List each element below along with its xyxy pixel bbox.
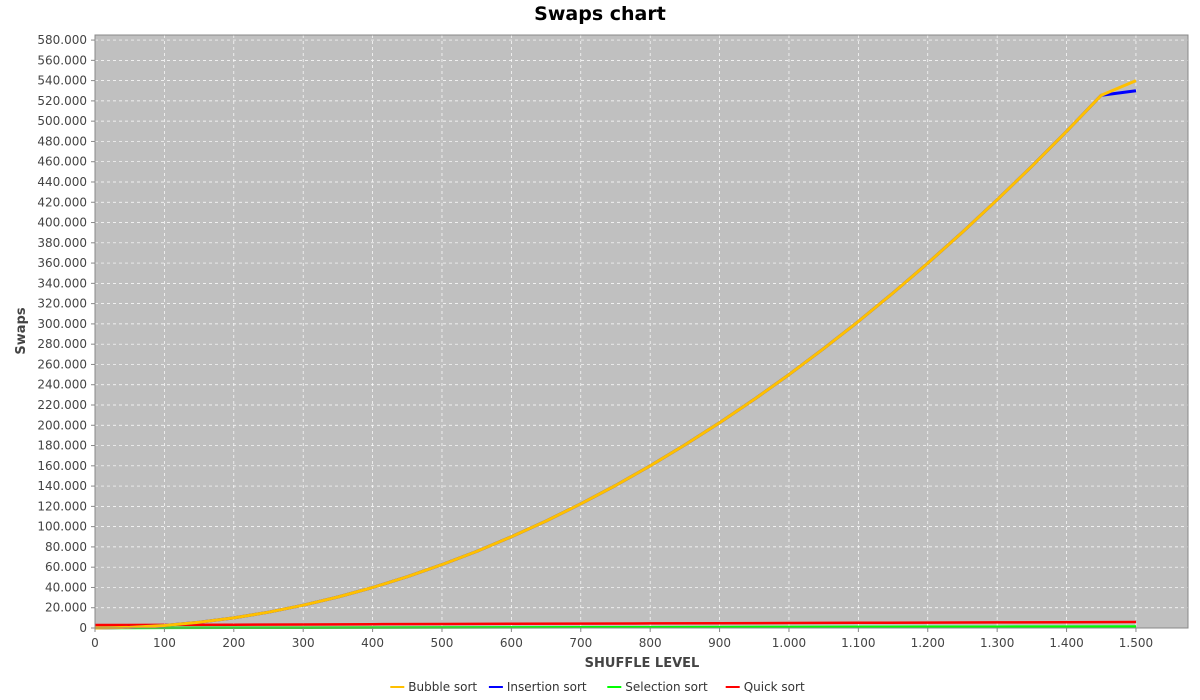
y-axis-label: Swaps — [14, 307, 29, 354]
x-axis: 0 100 200 300 400 500 600 700 800 900 1.000 1.100 1.… — [91, 628, 1153, 650]
x-tick-label: 600 — [500, 636, 523, 650]
y-tick-label: 0 — [79, 621, 87, 635]
x-axis-label: SHUFFLE LEVEL — [585, 656, 700, 671]
y-tick-label: 20.000 — [45, 601, 87, 615]
x-tick-label: 800 — [639, 636, 662, 650]
y-tick-label: 40.000 — [45, 580, 87, 594]
y-tick-label: 140.000 — [37, 479, 87, 493]
y-tick-label: 320.000 — [37, 297, 87, 311]
y-tick-label: 240.000 — [37, 378, 87, 392]
y-tick-label: 460.000 — [37, 155, 87, 169]
y-tick-label: 200.000 — [37, 418, 87, 432]
x-tick-label: 300 — [292, 636, 315, 650]
y-tick-label: 80.000 — [45, 540, 87, 554]
x-tick-label: 400 — [361, 636, 384, 650]
y-tick-label: 180.000 — [37, 439, 87, 453]
y-tick-label: 540.000 — [37, 74, 87, 88]
x-tick-label: 1.100 — [841, 636, 875, 650]
plot-border — [94, 34, 1189, 629]
y-tick-label: 220.000 — [37, 398, 87, 412]
x-tick-label: 1.200 — [911, 636, 945, 650]
y-tick-label: 500.000 — [37, 114, 87, 128]
y-tick-label: 380.000 — [37, 236, 87, 250]
legend: Bubble sort Insertion sort Selection sort Q… — [390, 680, 805, 694]
y-tick-label: 260.000 — [37, 357, 87, 371]
x-tick-label: 900 — [708, 636, 731, 650]
x-tick-label: 1.400 — [1049, 636, 1083, 650]
grid-lines — [95, 35, 1188, 628]
chart-title: Swaps chart — [534, 3, 666, 25]
y-tick-label: 340.000 — [37, 276, 87, 290]
y-tick-label: 560.000 — [37, 53, 87, 67]
y-tick-label: 60.000 — [45, 560, 87, 574]
y-tick-label: 360.000 — [37, 256, 87, 270]
x-tick-label: 700 — [569, 636, 592, 650]
y-tick-label: 280.000 — [37, 337, 87, 351]
legend-label-insertion-sort: Insertion sort — [507, 680, 587, 694]
x-tick-label: 1.300 — [980, 636, 1014, 650]
y-tick-label: 100.000 — [37, 520, 87, 534]
plot-area — [95, 35, 1188, 628]
y-tick-label: 480.000 — [37, 134, 87, 148]
y-tick-label: 440.000 — [37, 175, 87, 189]
y-tick-label: 400.000 — [37, 216, 87, 230]
bubble-sort-series-line — [94, 79, 1137, 630]
x-tick-label: 1.500 — [1119, 636, 1153, 650]
x-tick-label: 200 — [222, 636, 245, 650]
y-tick-label: 580.000 — [37, 33, 87, 47]
x-tick-label: 1.000 — [772, 636, 806, 650]
legend-label-selection-sort: Selection sort — [625, 680, 708, 694]
legend-label-quick-sort: Quick sort — [744, 680, 805, 694]
y-tick-label: 520.000 — [37, 94, 87, 108]
y-tick-label: 300.000 — [37, 317, 87, 331]
x-tick-label: 100 — [153, 636, 176, 650]
y-tick-label: 160.000 — [37, 459, 87, 473]
legend-label-bubble-sort: Bubble sort — [408, 680, 477, 694]
x-tick-label: 500 — [431, 636, 454, 650]
y-tick-label: 120.000 — [37, 499, 87, 513]
x-tick-label: 0 — [91, 636, 99, 650]
y-axis: 0 20.000 40.000 60.000 80.000 100.000 120.000 1… — [37, 33, 95, 635]
y-tick-label: 420.000 — [37, 195, 87, 209]
quick-sort-series-line — [94, 620, 1137, 627]
